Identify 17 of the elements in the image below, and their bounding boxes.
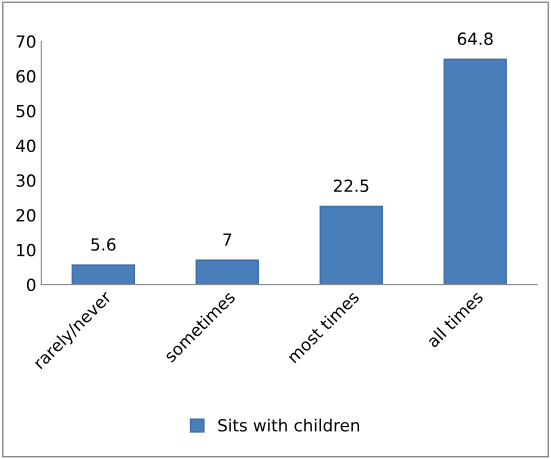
bar [72, 264, 135, 285]
data-label: 7 [223, 234, 232, 246]
bar [196, 260, 259, 285]
legend-label: Sits with children [218, 418, 360, 432]
data-label: 64.8 [458, 32, 493, 46]
data-label: 5.6 [91, 238, 116, 251]
y-tick-label: 20 [16, 209, 36, 222]
y-tick-label: 50 [16, 104, 36, 118]
y-tick-label: 10 [17, 244, 36, 256]
y-tick-label: 70 [16, 35, 36, 48]
data-label: 22.5 [334, 179, 368, 192]
bar [444, 58, 507, 285]
y-tick-label: 60 [16, 70, 36, 83]
bar [320, 206, 383, 285]
y-tick-label: 30 [16, 174, 36, 187]
y-tick-label: 40 [16, 140, 36, 152]
y-tick-label: 0 [26, 278, 36, 292]
